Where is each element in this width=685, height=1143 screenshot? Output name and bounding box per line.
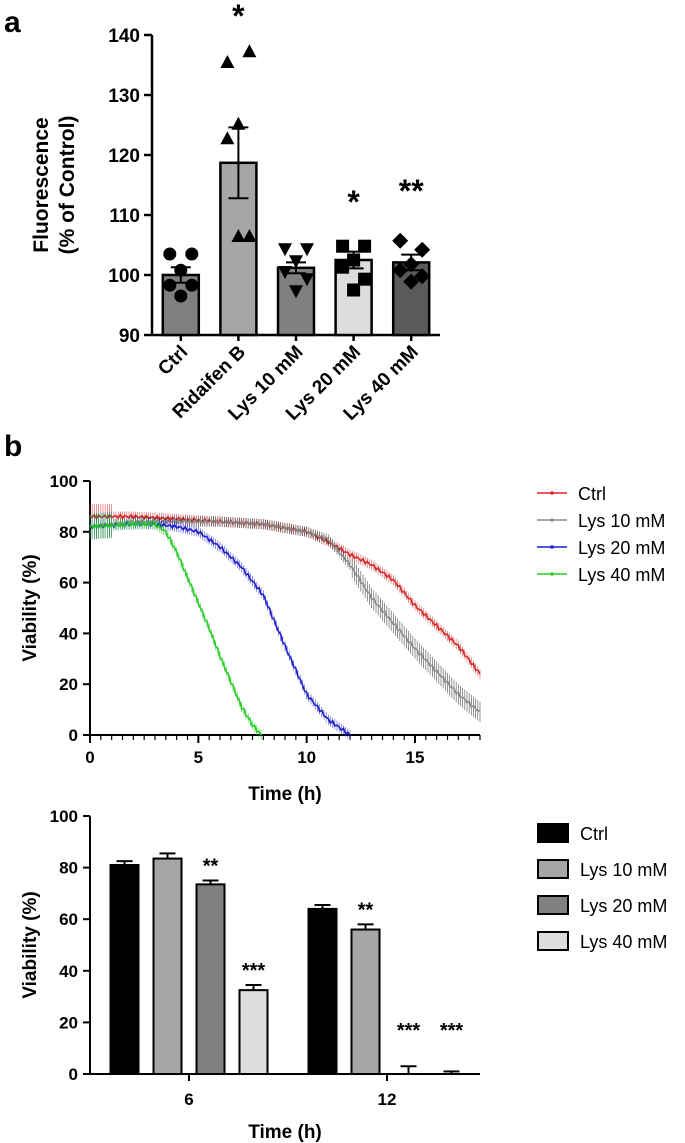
- data-point-a: [231, 229, 246, 242]
- data-point-a: [300, 243, 314, 257]
- legend-marker-b1: [550, 518, 554, 522]
- y-tick-label-b2: 0: [69, 1065, 78, 1084]
- y-tick-label-a: 130: [108, 86, 140, 107]
- legend-label-b2: Lys 10 mM: [580, 860, 667, 880]
- significance-a: *: [232, 0, 245, 34]
- legend-label-b1: Lys 40 mM: [578, 565, 665, 585]
- legend-label-b1: Ctrl: [578, 484, 606, 504]
- data-point-a: [242, 44, 257, 58]
- data-point-a: [220, 55, 235, 68]
- y-tick-label-b1: 80: [59, 523, 78, 542]
- data-point-a: [347, 283, 361, 297]
- bar-b2-3: [238, 989, 269, 1076]
- y-tick-label-b2: 80: [59, 859, 78, 878]
- x-tick-label-b1: 10: [297, 748, 316, 767]
- y-tick-label-b2: 20: [59, 1013, 78, 1032]
- data-point-a: [289, 255, 303, 269]
- legend-swatch-b2: [537, 859, 569, 879]
- x-axis-label-b2: Time (h): [248, 1122, 322, 1143]
- legend-marker-b1: [550, 491, 554, 495]
- legend-marker-b1: [550, 572, 554, 576]
- bar-b2-1: [350, 928, 381, 1076]
- data-point-a: [392, 262, 409, 279]
- legend-swatch-b2: [537, 823, 569, 843]
- y-axis-label-a: Fluorescence (% of Control): [30, 116, 79, 255]
- data-point-a: [336, 260, 350, 274]
- y-axis-label-a-line2: (% of Control): [56, 116, 79, 255]
- chart-b-line: 0 20 40 60 80 100 0 5 10 15 Time (h) Viability (%) C…: [20, 472, 665, 805]
- legend-swatch-b2: [537, 931, 569, 951]
- category-label-a: Ctrl: [154, 342, 192, 380]
- y-tick-label-b2: 40: [59, 962, 78, 981]
- data-point-a: [300, 273, 314, 287]
- significance-b2: ***: [242, 960, 266, 982]
- legend-label-b2: Lys 40 mM: [580, 932, 667, 952]
- panel-label-b: b: [4, 430, 22, 463]
- bar-b2-2: [195, 883, 226, 1075]
- y-tick-label-b1: 0: [69, 726, 78, 745]
- data-point-a: [278, 243, 292, 257]
- significance-b2: **: [203, 856, 219, 878]
- significance-b2: ***: [397, 1020, 421, 1042]
- data-point-a: [414, 241, 431, 258]
- y-tick-label-b1: 20: [59, 675, 78, 694]
- y-tick-label-b2: 100: [50, 807, 78, 826]
- data-point-a: [414, 268, 431, 285]
- x-tick-label-b1: 5: [194, 748, 203, 767]
- data-point-a: [358, 272, 372, 286]
- y-tick-label-b1: 40: [59, 624, 78, 643]
- y-axis-label-b2: Viability (%): [20, 891, 41, 998]
- data-point-a: [231, 116, 246, 130]
- data-point-a: [289, 285, 303, 299]
- x-tick-label-b1: 15: [406, 748, 425, 767]
- panel-label-a: a: [4, 6, 21, 39]
- y-tick-label-a: 120: [108, 146, 140, 167]
- legend-label-b2: Ctrl: [580, 824, 608, 844]
- y-axis-label-a-line1: Fluorescence: [30, 117, 53, 252]
- data-point-a: [163, 278, 177, 292]
- y-axis-label-b1: Viability (%): [20, 554, 41, 661]
- y-tick-label-a: 90: [119, 326, 140, 347]
- data-point-a: [174, 289, 188, 303]
- y-tick-label-a: 100: [108, 266, 140, 287]
- significance-b2: ***: [440, 1020, 464, 1042]
- x-tick-label-b2: 6: [184, 1090, 193, 1109]
- data-point-a: [336, 239, 350, 253]
- legend-label-b1: Lys 10 mM: [578, 511, 665, 531]
- y-tick-label-b2: 60: [59, 910, 78, 929]
- data-point-a: [174, 263, 188, 277]
- y-tick-label-b1: 100: [50, 472, 78, 491]
- data-point-a: [403, 256, 420, 273]
- data-point-a: [185, 247, 199, 261]
- legend-label-b2: Lys 20 mM: [580, 896, 667, 916]
- bar-b2-0: [307, 907, 338, 1075]
- data-point-a: [392, 232, 409, 249]
- significance-a: **: [399, 173, 424, 209]
- significance-a: *: [347, 184, 360, 220]
- legend-label-b1: Lys 20 mM: [578, 538, 665, 558]
- data-point-a: [358, 239, 372, 253]
- data-point-a: [347, 253, 361, 267]
- x-axis-label-b1: Time (h): [248, 784, 322, 805]
- data-point-a: [242, 229, 257, 242]
- significance-b2: **: [358, 899, 374, 921]
- x-tick-label-b1: 0: [85, 748, 94, 767]
- y-tick-label-a: 140: [108, 26, 140, 47]
- data-point-a: [185, 278, 199, 292]
- data-point-a: [220, 131, 235, 145]
- data-point-a: [163, 247, 177, 261]
- x-tick-label-b2: 12: [378, 1090, 397, 1109]
- legend-marker-b1: [550, 545, 554, 549]
- bar-b2-0: [109, 864, 140, 1076]
- y-tick-label-a: 110: [109, 206, 140, 227]
- chart-a: 90 100 110 120 130 140 Fluorescence (% of Contr…: [30, 0, 440, 425]
- series-line-b1-3: [89, 520, 262, 736]
- data-point-a: [278, 266, 292, 279]
- legend-swatch-b2: [537, 895, 569, 915]
- y-tick-label-b1: 60: [59, 574, 78, 593]
- data-point-a: [403, 273, 420, 290]
- bar-b2-1: [152, 857, 183, 1075]
